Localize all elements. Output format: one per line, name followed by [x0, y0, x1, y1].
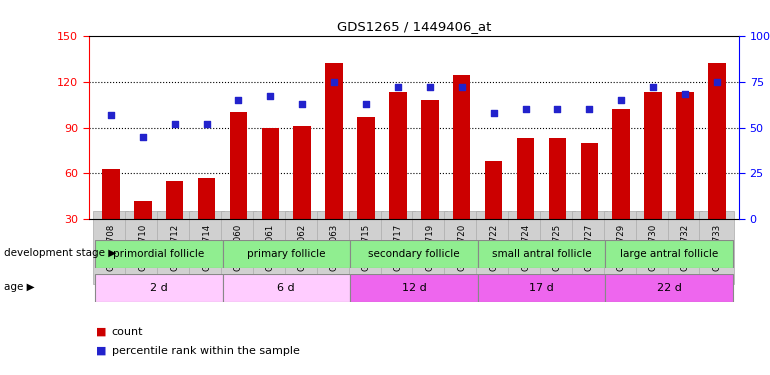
- Bar: [477, 240, 605, 268]
- Point: [105, 112, 117, 118]
- Point: [456, 84, 468, 90]
- Bar: [262, 128, 279, 219]
- Bar: [605, 240, 733, 268]
- Bar: [517, 138, 534, 219]
- Bar: [357, 117, 375, 219]
- Bar: [229, 112, 247, 219]
- Bar: [95, 274, 223, 302]
- Point: [296, 100, 309, 106]
- Text: 17 d: 17 d: [529, 283, 554, 293]
- Point: [328, 79, 340, 85]
- Point: [169, 121, 181, 127]
- Title: GDS1265 / 1449406_at: GDS1265 / 1449406_at: [336, 20, 491, 33]
- Point: [711, 79, 723, 85]
- Bar: [223, 240, 350, 268]
- Bar: [612, 109, 630, 219]
- Bar: [549, 138, 566, 219]
- Point: [360, 100, 372, 106]
- Point: [679, 92, 691, 98]
- Bar: [293, 126, 311, 219]
- Bar: [350, 274, 477, 302]
- Point: [551, 106, 564, 112]
- Bar: [453, 75, 470, 219]
- Point: [615, 97, 628, 103]
- Text: 2 d: 2 d: [150, 283, 168, 293]
- Bar: [166, 181, 183, 219]
- Text: 12 d: 12 d: [401, 283, 427, 293]
- Text: percentile rank within the sample: percentile rank within the sample: [112, 346, 300, 355]
- Text: count: count: [112, 327, 143, 337]
- Point: [583, 106, 595, 112]
- Bar: [605, 274, 733, 302]
- Point: [647, 84, 659, 90]
- Point: [487, 110, 500, 116]
- Bar: [708, 63, 725, 219]
- Point: [392, 84, 404, 90]
- Text: ■: ■: [96, 346, 110, 355]
- Text: development stage ▶: development stage ▶: [4, 248, 116, 258]
- Point: [424, 84, 436, 90]
- Point: [519, 106, 531, 112]
- Bar: [421, 100, 439, 219]
- Point: [136, 134, 149, 140]
- Text: primary follicle: primary follicle: [247, 249, 326, 259]
- Text: primordial follicle: primordial follicle: [113, 249, 204, 259]
- Point: [233, 97, 245, 103]
- Text: ■: ■: [96, 327, 110, 337]
- Bar: [581, 143, 598, 219]
- Bar: [198, 178, 216, 219]
- Text: 6 d: 6 d: [277, 283, 295, 293]
- Bar: [485, 161, 502, 219]
- Bar: [389, 92, 407, 219]
- Text: age ▶: age ▶: [4, 282, 35, 292]
- Text: small antral follicle: small antral follicle: [491, 249, 591, 259]
- Bar: [95, 240, 223, 268]
- Bar: [676, 92, 694, 219]
- Bar: [102, 169, 119, 219]
- Point: [200, 121, 213, 127]
- Text: 22 d: 22 d: [657, 283, 681, 293]
- Text: secondary follicle: secondary follicle: [368, 249, 460, 259]
- Bar: [477, 274, 605, 302]
- Bar: [350, 240, 477, 268]
- Bar: [644, 92, 662, 219]
- Text: large antral follicle: large antral follicle: [620, 249, 718, 259]
- Bar: [223, 274, 350, 302]
- Bar: [134, 201, 152, 219]
- Bar: [326, 63, 343, 219]
- Point: [264, 93, 276, 99]
